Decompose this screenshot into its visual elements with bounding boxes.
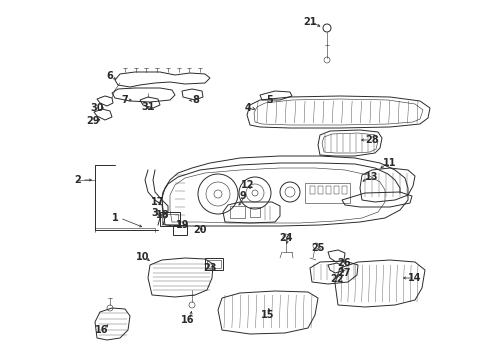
Text: 19: 19 <box>176 220 190 230</box>
Bar <box>310 186 315 194</box>
Bar <box>250 207 260 217</box>
Bar <box>334 186 339 194</box>
Text: 9: 9 <box>240 191 246 201</box>
Bar <box>305 183 350 203</box>
Text: 21: 21 <box>303 17 317 27</box>
Text: 16: 16 <box>95 325 109 335</box>
Bar <box>160 212 180 226</box>
Text: 18: 18 <box>156 210 170 220</box>
Text: 4: 4 <box>245 103 251 113</box>
Text: 3: 3 <box>151 208 158 218</box>
Text: 29: 29 <box>86 116 100 126</box>
Text: 31: 31 <box>141 102 155 112</box>
Text: 16: 16 <box>181 315 195 325</box>
Bar <box>207 260 221 268</box>
Text: 20: 20 <box>193 225 207 235</box>
Text: 30: 30 <box>90 103 104 113</box>
Text: 12: 12 <box>241 180 255 190</box>
Bar <box>173 225 187 235</box>
Text: 25: 25 <box>311 243 325 253</box>
Text: 26: 26 <box>337 258 351 268</box>
Text: 8: 8 <box>193 95 199 105</box>
Bar <box>318 186 323 194</box>
Text: 28: 28 <box>365 135 379 145</box>
Text: 23: 23 <box>203 263 217 273</box>
Bar <box>230 206 245 218</box>
Bar <box>205 258 223 270</box>
Text: 10: 10 <box>136 252 150 262</box>
Text: 7: 7 <box>122 95 128 105</box>
Text: 27: 27 <box>337 268 351 278</box>
Text: 24: 24 <box>279 233 293 243</box>
Text: 13: 13 <box>365 172 379 182</box>
Text: 5: 5 <box>267 95 273 105</box>
Bar <box>162 214 178 224</box>
Bar <box>326 186 331 194</box>
Text: 17: 17 <box>151 197 165 207</box>
Bar <box>342 186 347 194</box>
Text: 22: 22 <box>330 274 344 284</box>
Text: 1: 1 <box>112 213 119 223</box>
Text: 15: 15 <box>261 310 275 320</box>
Text: 11: 11 <box>383 158 397 168</box>
Text: 14: 14 <box>408 273 422 283</box>
Text: 6: 6 <box>107 71 113 81</box>
Text: 2: 2 <box>74 175 81 185</box>
